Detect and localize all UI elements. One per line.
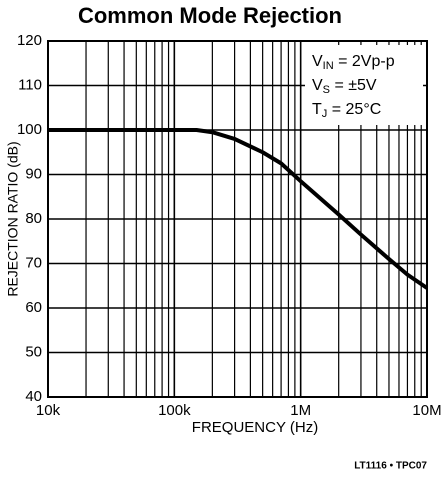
annotation-part: S (323, 84, 330, 96)
chart-title: Common Mode Rejection (78, 3, 342, 28)
y-tick-label: 90 (25, 165, 42, 182)
annotation-part: = 2Vp-p (334, 53, 395, 70)
annotation-box (305, 45, 423, 125)
annotation-part: IN (323, 60, 334, 72)
x-tick-label: 1M (290, 402, 311, 419)
y-tick-label: 100 (17, 121, 42, 138)
data-line (48, 128, 429, 290)
plot-frame (47, 40, 428, 398)
y-tick-label: 40 (25, 388, 42, 405)
annotation: VIN = 2Vp-p (312, 53, 395, 72)
annotation-part: V (312, 53, 323, 70)
annotation-part: J (322, 108, 328, 120)
annotation-part: V (312, 77, 323, 94)
x-tick-label: 10M (412, 402, 441, 419)
y-tick-label: 60 (25, 299, 42, 316)
y-tick-label: 70 (25, 254, 42, 271)
x-tick-label: 100k (158, 402, 191, 419)
y-tick-label: 120 (17, 32, 42, 49)
x-tick-label: 10k (36, 402, 61, 419)
annotation-part: = 25°C (327, 101, 381, 118)
x-axis-label: FREQUENCY (Hz) (192, 419, 318, 436)
y-axis-label: REJECTION RATIO (dB) (5, 141, 21, 296)
annotation: TJ = 25°C (312, 101, 381, 120)
figure-note: LT1116 • TPC07 (354, 461, 427, 472)
y-tick-label: 110 (18, 76, 42, 93)
y-tick-label: 50 (25, 343, 42, 360)
annotation-part: T (312, 101, 322, 118)
annotation-part: = ±5V (330, 77, 377, 94)
y-tick-label: 80 (25, 210, 42, 227)
annotation: VS = ±5V (312, 77, 377, 96)
